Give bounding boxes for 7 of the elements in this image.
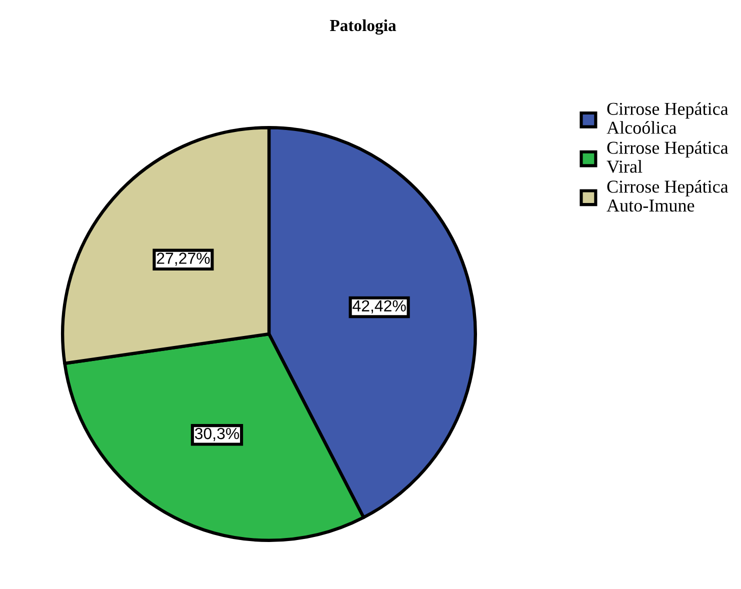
legend-label: Cirrose Hepática Alcoólica [606, 102, 728, 134]
chart-title: Patologia [330, 19, 396, 35]
data-label: 30,3% [194, 428, 240, 442]
legend-label: Cirrose Hepática Auto-Imune [606, 180, 728, 212]
data-label: 27,27% [156, 252, 210, 266]
legend-label: Cirrose Hepática Viral [606, 141, 728, 173]
data-label: 42,42% [352, 300, 406, 314]
